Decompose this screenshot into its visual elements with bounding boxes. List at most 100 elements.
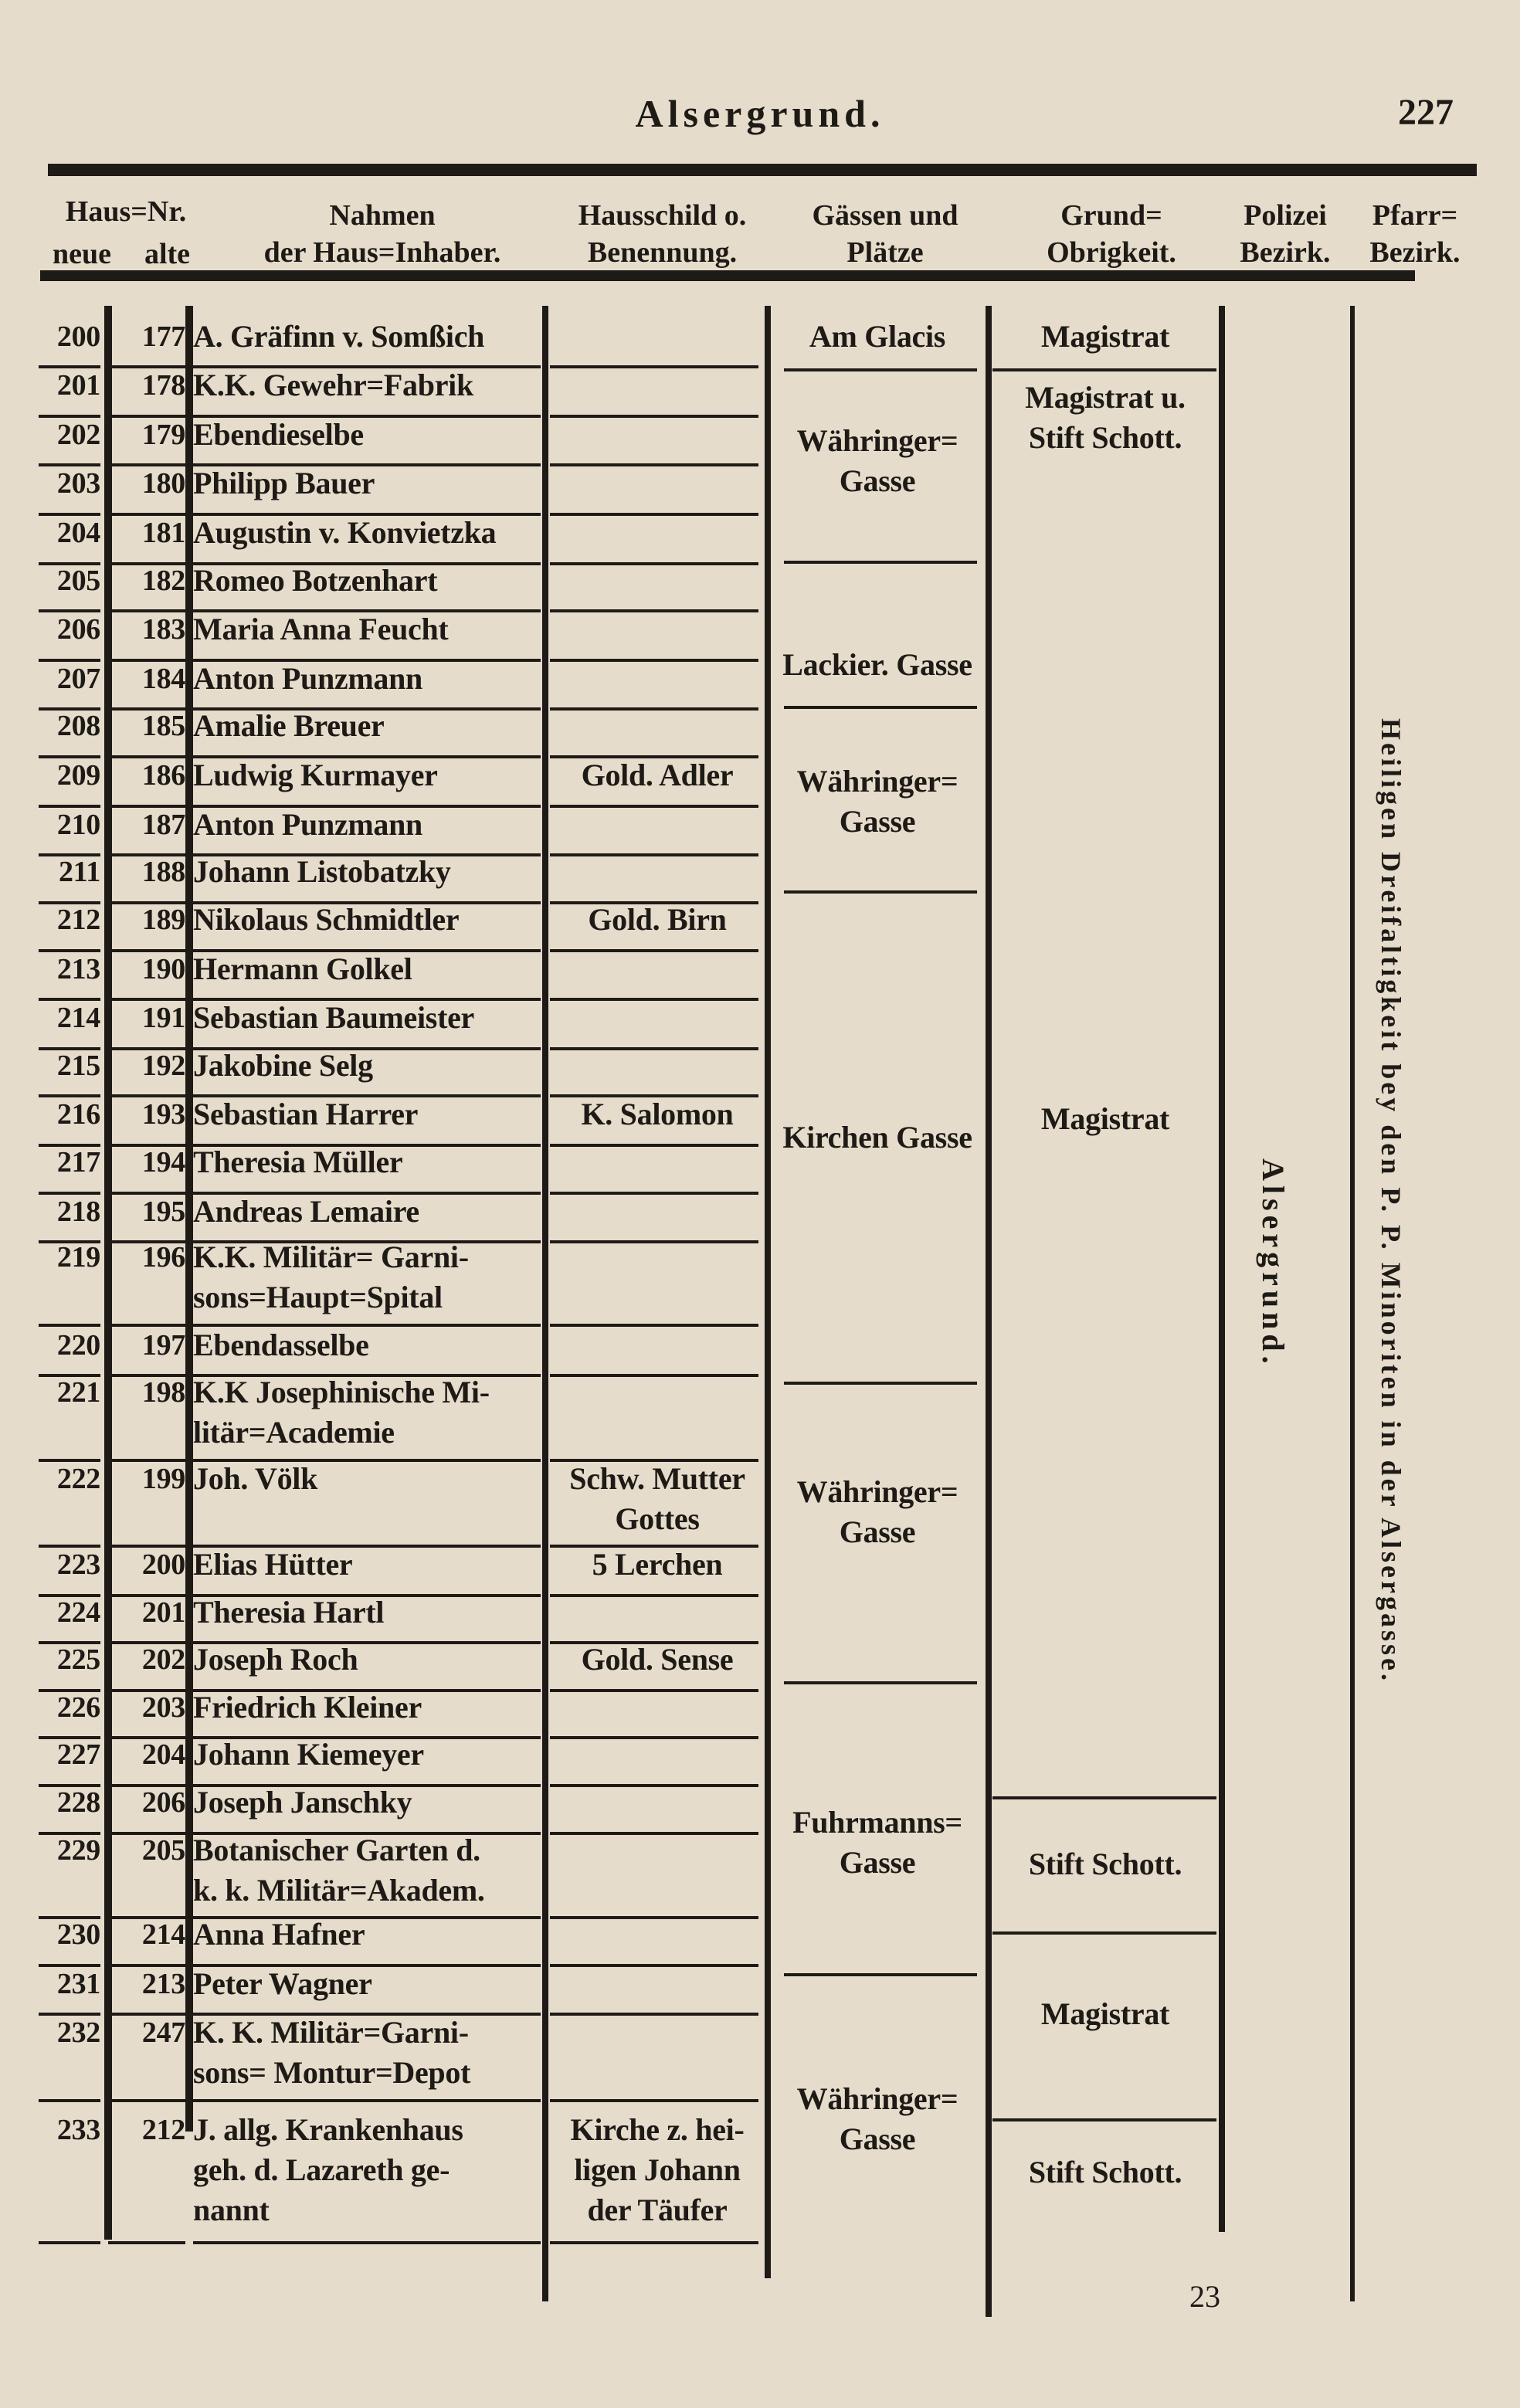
- house-owner-name: Anton Punzmann: [193, 806, 422, 842]
- header-schild: Hausschild o. Benennung.: [578, 199, 747, 269]
- row-divider: [108, 1963, 185, 1967]
- row-divider: [108, 1458, 185, 1462]
- column-divider: [104, 306, 112, 2240]
- neue-number: 223: [56, 1548, 100, 1581]
- neue-number: 200: [56, 320, 100, 353]
- alte-number: 212: [141, 2113, 185, 2146]
- house-owner-name: Philipp Bauer: [193, 466, 375, 501]
- row-divider: [108, 804, 185, 808]
- row-divider: [550, 755, 758, 759]
- authority-name: Magistrat: [1040, 1996, 1170, 2032]
- column-divider: [765, 306, 771, 2278]
- header-bottom-rule: [40, 270, 1415, 281]
- street-divider: [784, 368, 977, 372]
- row-divider: [39, 1641, 100, 1645]
- row-divider: [108, 948, 185, 952]
- row-divider: [193, 1916, 541, 1920]
- row-divider: [193, 365, 541, 369]
- row-divider: [550, 463, 758, 467]
- row-divider: [39, 804, 100, 808]
- signature-mark: 23: [1189, 2279, 1220, 2314]
- row-divider: [193, 998, 541, 1002]
- row-divider: [550, 414, 758, 418]
- row-divider: [39, 707, 100, 711]
- street-divider: [784, 1681, 977, 1684]
- row-divider: [108, 365, 185, 369]
- neue-number: 206: [56, 613, 100, 646]
- row-divider: [550, 1963, 758, 1967]
- alte-number: 247: [141, 2016, 185, 2050]
- house-owner-name: Joseph Roch: [193, 1642, 358, 1677]
- row-divider: [108, 609, 185, 613]
- house-owner-name: J. allg. Krankenhaus geh. d. Lazareth ge…: [193, 2111, 463, 2227]
- header-neue: neue: [53, 238, 111, 270]
- row-divider: [193, 1641, 541, 1645]
- row-divider: [108, 2013, 185, 2016]
- alte-number: 184: [141, 662, 185, 695]
- neue-number: 230: [56, 1918, 100, 1952]
- row-divider: [39, 1831, 100, 1835]
- row-divider: [550, 1046, 758, 1050]
- row-divider: [193, 1593, 541, 1597]
- row-divider: [108, 1593, 185, 1597]
- house-owner-name: Friedrich Kleiner: [193, 1689, 422, 1725]
- row-divider: [550, 1641, 758, 1645]
- row-divider: [193, 1831, 541, 1835]
- row-divider: [39, 948, 100, 952]
- row-divider: [108, 512, 185, 516]
- row-divider: [39, 998, 100, 1002]
- row-divider: [108, 900, 185, 904]
- neue-number: 201: [56, 369, 100, 402]
- row-divider: [550, 1458, 758, 1462]
- row-divider: [550, 1593, 758, 1597]
- row-divider: [193, 804, 541, 808]
- authority-name: Magistrat: [1040, 318, 1170, 354]
- alte-number: 185: [141, 710, 185, 743]
- row-divider: [550, 1323, 758, 1327]
- house-owner-name: A. Gräfinn v. Somßich: [193, 318, 485, 354]
- street-name: Währinger= Gasse: [796, 2081, 958, 2156]
- house-sign-name: Gold. Sense: [581, 1642, 734, 1677]
- row-divider: [550, 512, 758, 516]
- house-sign-name: 5 Lerchen: [592, 1546, 723, 1582]
- row-divider: [39, 1916, 100, 1920]
- alte-number: 203: [141, 1691, 185, 1724]
- neue-number: 202: [56, 418, 100, 451]
- alte-number: 200: [141, 1548, 185, 1581]
- row-divider: [39, 463, 100, 467]
- alte-number: 182: [141, 564, 185, 597]
- neue-number: 218: [56, 1195, 100, 1228]
- street-name: Lackier. Gasse: [782, 646, 972, 682]
- alte-number: 186: [141, 759, 185, 792]
- row-divider: [108, 1144, 185, 1148]
- row-divider: [550, 2241, 758, 2245]
- neue-number: 215: [56, 1049, 100, 1082]
- row-divider: [550, 853, 758, 857]
- row-divider: [193, 658, 541, 662]
- alte-number: 213: [141, 1967, 185, 2000]
- house-owner-name: Joseph Janschky: [193, 1785, 412, 1820]
- authority-divider: [992, 2118, 1216, 2122]
- alte-number: 178: [141, 369, 185, 402]
- row-divider: [39, 1323, 100, 1327]
- neue-number: 227: [56, 1738, 100, 1772]
- neue-number: 204: [56, 516, 100, 549]
- row-divider: [193, 900, 541, 904]
- house-sign-name: Kirche z. hei- ligen Johann der Täufer: [570, 2111, 745, 2227]
- alte-number: 195: [141, 1195, 185, 1228]
- neue-number: 210: [56, 808, 100, 841]
- row-divider: [193, 1144, 541, 1148]
- neue-number: 216: [56, 1098, 100, 1131]
- house-owner-name: Ebendieselbe: [193, 416, 364, 452]
- header-gassen: Gässen und Plätze: [812, 199, 958, 269]
- alte-number: 190: [141, 952, 185, 985]
- street-name: Währinger= Gasse: [796, 764, 958, 839]
- row-divider: [108, 658, 185, 662]
- neue-number: 205: [56, 564, 100, 597]
- row-divider: [550, 998, 758, 1002]
- row-divider: [193, 512, 541, 516]
- neue-number: 211: [58, 856, 100, 889]
- row-divider: [39, 512, 100, 516]
- street-name: Am Glacis: [809, 318, 946, 354]
- row-divider: [39, 1094, 100, 1098]
